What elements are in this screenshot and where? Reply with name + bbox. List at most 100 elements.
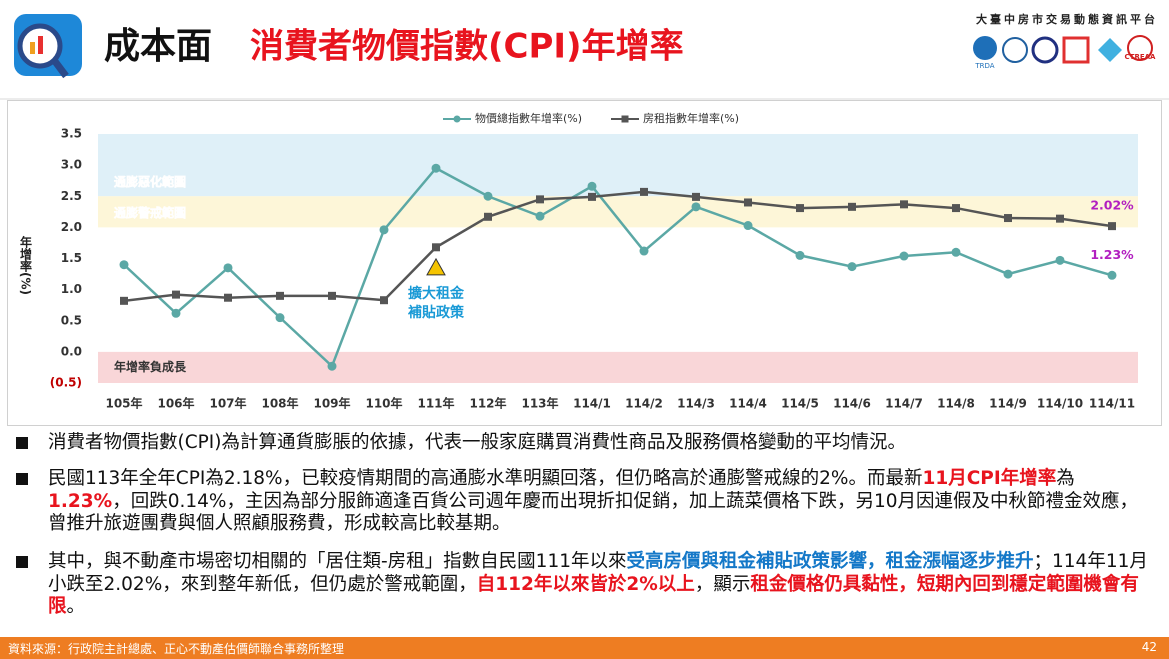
partner-logo	[1031, 36, 1059, 64]
bullet-text: 1.23%	[48, 490, 113, 512]
bullet-text: 11月CPI年增率	[922, 468, 1057, 489]
bullet-text: 自112年以來皆於2%以上	[476, 573, 695, 595]
point	[536, 195, 544, 204]
range-band	[98, 196, 1138, 228]
page-number: 42	[1141, 640, 1157, 654]
bullet-text: 為	[1056, 468, 1075, 489]
y-axis-label: 年增率(%)	[19, 235, 33, 295]
x-tick-label: 114/10	[1037, 397, 1083, 411]
point	[588, 192, 596, 201]
band-label: 通膨警戒範圍	[114, 205, 186, 220]
y-tick-label: 1.0	[61, 282, 82, 296]
x-tick-label: 105年	[105, 396, 142, 411]
point	[587, 181, 597, 191]
point	[432, 243, 440, 252]
x-tick-label: 109年	[313, 396, 350, 411]
y-tick-label: 3.5	[61, 127, 82, 141]
bullet-text: 民國113年全年CPI為2.18%，已較疫情期間的高通膨水準明顯回落，但仍略高於…	[48, 468, 923, 489]
point	[795, 250, 805, 260]
bullet-text: 。	[66, 596, 86, 617]
point	[328, 291, 336, 300]
y-tick-label: 2.0	[61, 220, 82, 234]
x-tick-label: 114/11	[1089, 397, 1135, 411]
point	[848, 202, 856, 211]
range-band	[98, 351, 1138, 383]
x-tick-label: 114/8	[937, 397, 975, 411]
point	[380, 296, 388, 305]
icon-bar	[30, 42, 35, 54]
header: 成本面 消費者物價指數(CPI)年增率 大臺中房市交易動態資訊平台 TRDA C…	[0, 12, 1169, 100]
y-tick-label: 0.5	[61, 313, 82, 327]
point	[900, 200, 908, 209]
legend-label: 物價總指數年增率(%)	[475, 111, 582, 125]
series-line	[123, 190, 1113, 303]
y-tick-label: 0.0	[61, 344, 82, 358]
bullet-text: 消費者物價指數(CPI)為計算通貨膨脹的依據，代表一般家庭購買消費性商品及服務價…	[48, 432, 906, 453]
y-tick-label: 1.5	[61, 251, 82, 265]
source: 資料來源：行政院主計總處、正心不動產估價師聯合事務所整理	[8, 642, 345, 656]
bullet-marker	[16, 473, 28, 485]
point	[1108, 222, 1116, 231]
value-label: 1.23%	[1090, 247, 1134, 262]
x-tick-label: 112年	[469, 396, 506, 411]
point	[692, 192, 700, 201]
point	[1003, 269, 1013, 279]
x-tick-label: 111年	[417, 396, 454, 411]
partner-logo	[1002, 37, 1028, 63]
point	[744, 198, 752, 207]
value-label: 2.02%	[1090, 198, 1134, 213]
point	[224, 293, 232, 302]
bullet: 其中，與不動產市場密切相關的「居住類-房租」指數自民國111年以來受高房價與租金…	[16, 551, 1153, 619]
y-tick-label: (0.5)	[50, 376, 82, 390]
logo-text: TRDA	[974, 62, 994, 70]
x-tick-label: 107年	[209, 396, 246, 411]
bullet-text: 租金價格仍具黏性，短期內回到穩定範圍機會有限	[48, 573, 1139, 618]
platform-name: 大臺中房市交易動態資訊平台	[976, 12, 1158, 26]
magnifier-handle	[51, 57, 69, 79]
partner-logo	[1127, 35, 1153, 61]
point	[327, 361, 337, 371]
point	[119, 260, 129, 270]
bullet-text: 受高房價與租金補貼政策影響，租金漲幅逐步推升	[626, 551, 1034, 572]
partner-logo	[1098, 38, 1122, 62]
x-tick-label: 114/3	[677, 397, 715, 411]
point	[899, 251, 909, 261]
legend-marker	[453, 115, 461, 123]
y-tick-label: 3.0	[61, 158, 82, 172]
point	[796, 204, 804, 213]
point	[952, 204, 960, 213]
x-tick-label: 114/9	[989, 397, 1027, 411]
bullet-marker	[16, 437, 28, 449]
point	[120, 296, 128, 305]
x-tick-label: 106年	[157, 396, 194, 411]
partner-logo	[1062, 36, 1090, 64]
point	[484, 212, 492, 221]
point	[639, 246, 649, 256]
logo-text: CTREAA	[1125, 53, 1157, 61]
icon-bar	[38, 36, 43, 54]
x-tick-label: 114/7	[885, 397, 923, 411]
point	[640, 187, 648, 196]
point	[223, 263, 233, 273]
point	[276, 291, 284, 300]
point	[171, 308, 181, 318]
point	[743, 221, 753, 231]
point	[275, 313, 285, 323]
bullet-marker	[16, 556, 28, 568]
title-sub: 消費者物價指數(CPI)年增率	[250, 27, 684, 67]
y-tick-label: 2.5	[61, 189, 82, 203]
bullet-text: ，顯示	[694, 573, 751, 595]
series-line	[123, 166, 1113, 369]
title-main: 成本面	[104, 26, 212, 67]
point	[1107, 270, 1117, 280]
x-tick-label: 113年	[521, 396, 558, 411]
point	[379, 225, 389, 235]
point	[691, 202, 701, 212]
band-label: 通膨惡化範圍	[114, 174, 186, 189]
point	[1004, 214, 1012, 223]
range-band	[98, 134, 1138, 197]
x-tick-label: 114/2	[625, 397, 663, 411]
x-tick-label: 114/4	[729, 397, 767, 411]
x-tick-label: 108年	[261, 396, 298, 411]
